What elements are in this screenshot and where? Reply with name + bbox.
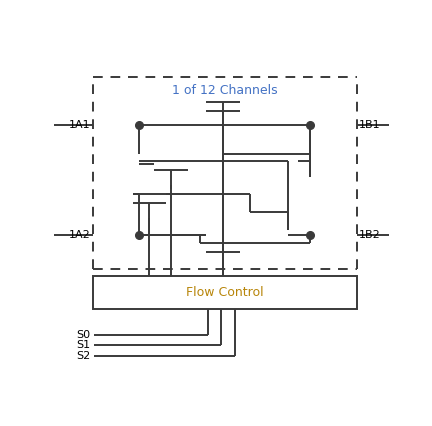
Bar <box>92 276 357 308</box>
Text: 1B2: 1B2 <box>359 230 381 240</box>
Text: 1A2: 1A2 <box>69 230 91 240</box>
Text: 1B1: 1B1 <box>359 120 380 130</box>
Text: S0: S0 <box>77 330 91 340</box>
Text: Flow Control: Flow Control <box>186 286 264 299</box>
Text: S1: S1 <box>77 340 91 350</box>
Text: 1A1: 1A1 <box>69 120 91 130</box>
Text: S2: S2 <box>76 351 91 360</box>
Text: 1 of 12 Channels: 1 of 12 Channels <box>172 84 278 97</box>
